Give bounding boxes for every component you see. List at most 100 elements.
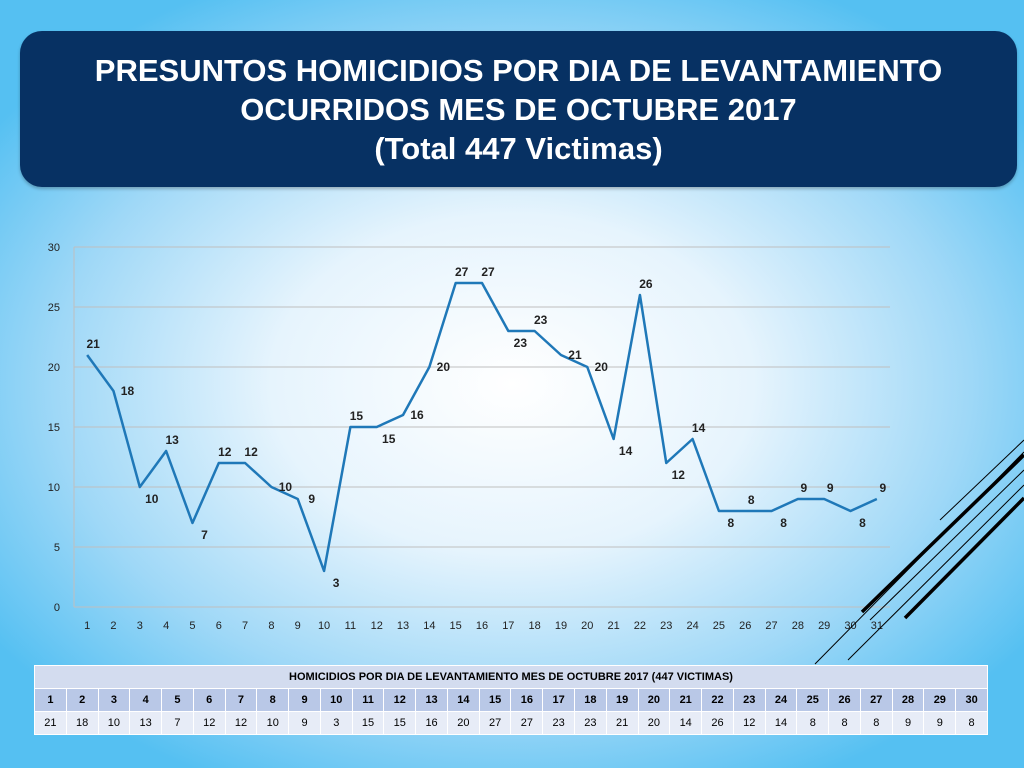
data-label: 23 [534,313,548,327]
x-tick-label: 18 [529,620,541,632]
title-line-3: (Total 447 Victimas) [374,130,663,166]
x-tick-label: 7 [242,620,248,632]
data-label: 7 [201,528,208,542]
table-value-cell: 8 [828,711,861,735]
table-value-cell: 16 [415,711,448,735]
table-value-cell: 14 [764,711,798,735]
table-header-cell: 11 [351,688,385,712]
data-label: 12 [218,445,232,459]
data-label: 9 [308,492,315,506]
y-tick-label: 15 [48,422,60,434]
data-label: 9 [801,481,808,495]
data-label: 14 [619,444,633,458]
data-label: 9 [879,481,886,495]
table-value-cell: 12 [224,711,258,735]
table-header-cell: 15 [478,688,512,712]
table-value-cell: 27 [478,711,512,735]
x-tick-label: 31 [871,620,883,632]
data-label: 8 [780,516,787,530]
data-label: 21 [568,348,582,362]
data-label: 9 [827,481,834,495]
table-value-cell: 8 [796,711,830,735]
x-tick-label: 20 [581,620,593,632]
data-label: 20 [437,360,451,374]
table-header-cell: 25 [796,688,830,712]
data-label: 14 [692,421,706,435]
table-header-cell: 13 [415,688,448,712]
chart-series [86,281,878,573]
table-value-cell: 20 [637,711,671,735]
x-tick-label: 21 [607,620,619,632]
table-header-cell: 17 [542,688,576,712]
data-label: 8 [748,493,755,507]
y-tick-label: 25 [48,302,60,314]
table-value-cell: 23 [574,711,607,735]
table-title: HOMICIDIOS POR DIA DE LEVANTAMIENTO MES … [34,665,988,689]
data-label: 3 [333,576,340,590]
data-label: 27 [455,265,469,279]
table-header-cell: 18 [574,688,607,712]
table-header-cell: 28 [891,688,925,712]
table-value-cell: 13 [129,711,163,735]
x-tick-label: 9 [295,620,301,632]
table-value-cell: 9 [923,711,957,735]
x-tick-label: 3 [137,620,143,632]
table-value-cell: 18 [65,711,99,735]
x-tick-label: 15 [450,620,462,632]
x-tick-label: 19 [555,620,567,632]
data-table: HOMICIDIOS POR DIA DE LEVANTAMIENTO MES … [34,665,988,735]
table-value-cell: 15 [383,711,417,735]
data-label: 23 [514,336,528,350]
x-tick-label: 26 [739,620,751,632]
table-header-cell: 5 [161,688,194,712]
data-label: 16 [410,408,424,422]
data-label: 27 [481,265,495,279]
chart-y-ticks: 0 5 10 15 20 25 30 [48,242,60,614]
table-value-cell: 8 [859,711,893,735]
data-table-wrapper: HOMICIDIOS POR DIA DE LEVANTAMIENTO MES … [34,665,988,735]
table-value-cell: 21 [34,711,67,735]
table-header-cell: 10 [319,688,353,712]
x-tick-label: 22 [634,620,646,632]
table-value-cell: 9 [891,711,925,735]
table-header-cell: 2 [65,688,99,712]
data-label: 21 [86,337,100,351]
table-header-cell: 20 [637,688,671,712]
data-label: 10 [145,492,159,506]
table-header-cell: 7 [224,688,258,712]
table-header-cell: 8 [256,688,290,712]
table-header-cell: 1 [34,688,67,712]
table-header-cell: 21 [669,688,703,712]
table-header-cell: 9 [288,688,321,712]
title-line-2: OCURRIDOS MES DE OCTUBRE 2017 [240,91,797,127]
x-tick-label: 10 [318,620,330,632]
table-header-cell: 12 [383,688,417,712]
data-label: 8 [728,516,735,530]
table-value-cell: 7 [161,711,194,735]
table-value-cell: 26 [701,711,734,735]
table-value-cell: 23 [542,711,576,735]
data-label: 15 [350,409,364,423]
table-header-cell: 14 [446,688,480,712]
x-tick-label: 1 [84,620,90,632]
x-tick-label: 5 [189,620,195,632]
table-row-days: 1 2 3 4 5 6 7 8 9 10 11 12 13 14 15 16 17 18 19 20 21 22 23 24 2… [34,688,988,712]
table-value-cell: 3 [319,711,353,735]
y-tick-label: 0 [54,602,60,614]
table-value-cell: 14 [669,711,703,735]
data-label: 12 [244,445,258,459]
x-tick-label: 25 [713,620,725,632]
table-header-cell: 22 [701,688,734,712]
x-tick-label: 16 [476,620,488,632]
data-label: 18 [121,384,135,398]
chart-x-ticks: 1 2 3 4 5 6 7 8 9 10 11 12 13 14 15 16 17 18 19 20 21 22 23 24 2… [84,620,883,632]
table-header-cell: 30 [955,688,988,712]
chart-gridlines [73,246,890,608]
table-value-cell: 8 [955,711,988,735]
table-row-values: 21 18 10 13 7 12 12 10 9 3 15 15 16 20 27 27 23 23 21 20 14 2… [34,711,988,735]
x-tick-label: 4 [163,620,169,632]
x-tick-label: 24 [686,620,698,632]
table-header-cell: 16 [510,688,544,712]
data-label: 8 [859,516,866,530]
table-header-cell: 19 [605,688,639,712]
